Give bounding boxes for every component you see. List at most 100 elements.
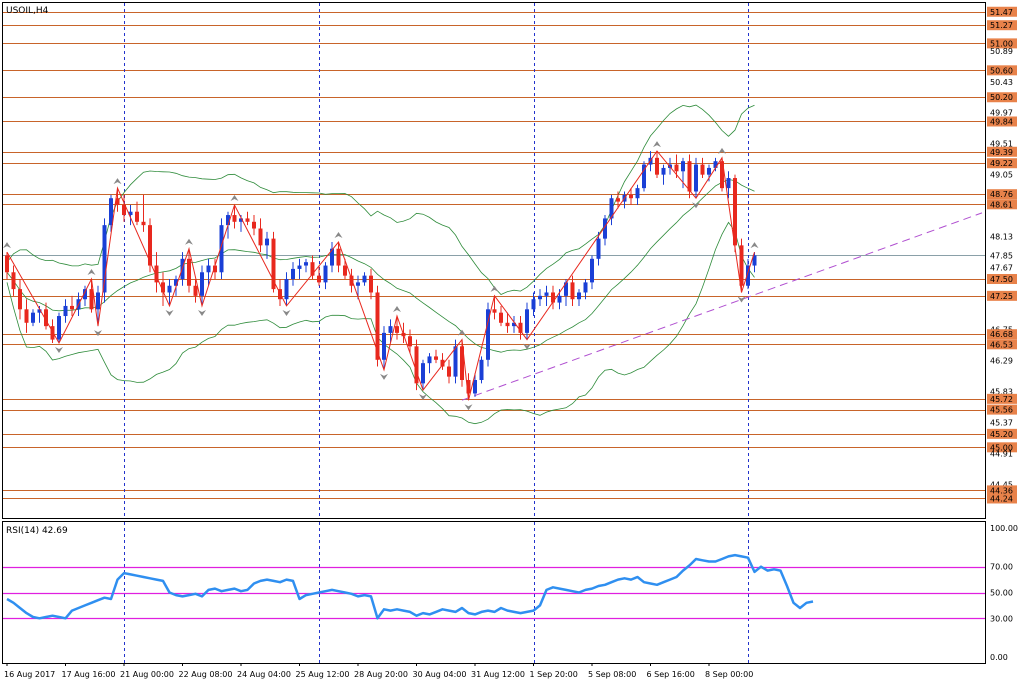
candle-body [525,309,529,333]
candle-body [512,322,516,327]
candle-body [18,289,22,310]
level-price-box [987,404,1017,415]
candle-body [252,221,256,229]
fractal-down-icon [282,309,291,316]
candle-body [37,309,42,313]
candle-body [226,215,230,226]
candle-body [746,265,750,286]
main-panel-frame [2,2,986,519]
fractal-up-icon [490,285,499,292]
candle-body [89,289,94,310]
time-tick-label: 1 Sep 20:00 [530,670,578,679]
candle-body [330,248,334,266]
level-price-box [987,189,1017,200]
price-tick-label: 46.29 [990,356,1013,365]
band-lower [6,221,755,425]
price-tick-label: 51.00 [990,39,1013,48]
fractal-down-icon [94,330,102,337]
candle-body [245,218,250,222]
candle-body [239,218,243,222]
fractal-down-icon [692,202,700,209]
price-tick-label: 49.97 [990,109,1013,118]
price-tick-label: 44.45 [990,480,1013,489]
candle-body [486,309,490,360]
time-tick-label: 24 Aug 04:00 [237,670,291,679]
bollinger-bands [6,104,755,425]
candle-body [733,178,737,246]
candle-body [297,265,302,269]
fractal-up-icon [113,178,122,185]
candle-body [174,279,178,286]
candle-body [44,309,48,327]
fractal-up-icon [750,242,759,249]
level-price-box [987,146,1017,157]
price-tick-label: 47.25 [990,292,1013,301]
candle-body [388,326,393,333]
fractal-up-icon [458,329,466,336]
candle-body [31,312,35,323]
candle-body [499,312,503,323]
candle-body [609,198,614,219]
price-tick-label: 48.76 [990,190,1013,199]
candle-body [564,282,568,296]
candle-body [154,265,159,283]
level-price-box [987,116,1017,127]
fractal-up-icon [393,306,401,313]
fractal-down-icon [165,309,174,316]
candle-body [219,225,224,273]
price-tick-label: 49.51 [990,140,1013,149]
candle-body [642,164,646,189]
fractal-down-icon [55,346,63,353]
candle-body [616,198,620,202]
candle-body [11,272,16,290]
time-tick-label: 22 Aug 08:00 [179,670,233,679]
price-tick-label: 45.37 [990,418,1013,427]
candle-body [583,282,588,293]
candle-body [713,161,718,168]
candle-body [96,292,100,310]
candle-body [323,265,328,283]
candle-body [655,157,659,175]
candle-body [577,292,581,300]
fractal-markers [3,141,759,411]
candle-body [122,204,126,216]
candle-body [460,346,464,380]
level-price-box [987,158,1017,169]
candle-body [291,268,295,280]
candle-body [505,322,510,327]
candle-body [284,279,289,300]
fractal-up-icon [87,269,96,276]
fractal-down-icon [419,394,427,401]
candle-body [421,363,425,384]
level-price-box [987,329,1017,340]
candle-body [317,275,321,283]
candle-body [135,211,139,222]
zigzag-path [6,150,755,401]
fractal-up-icon [334,231,343,238]
candlesticks [5,151,757,401]
candle-body [414,346,419,384]
candle-body [304,262,308,266]
time-tick-label: 17 Aug 16:00 [62,670,116,679]
time-tick-label: 5 Sep 08:00 [588,670,636,679]
fractal-down-icon [198,309,206,316]
time-tick-label: 16 Aug 2017 [4,670,55,679]
candle-body [408,336,412,347]
price-tick-label: 50.43 [990,78,1013,87]
candle-body [63,305,68,317]
candle-body [544,292,549,296]
rsi-line [6,553,814,620]
candle-body [531,299,536,310]
candle-body [707,167,711,175]
rsi-tick-label: 100.00 [990,524,1018,533]
candle-body [141,221,146,226]
candle-body [596,238,601,259]
candle-body [427,356,432,364]
level-price-box [987,339,1017,350]
candle-body [720,161,724,189]
band-middle [6,178,755,353]
rsi-tick-label: 30.00 [990,614,1013,623]
candle-body [752,255,757,266]
time-axis: 16 Aug 2017 17 Aug 16:00 21 Aug 00:00 22 Au… [4,663,753,679]
